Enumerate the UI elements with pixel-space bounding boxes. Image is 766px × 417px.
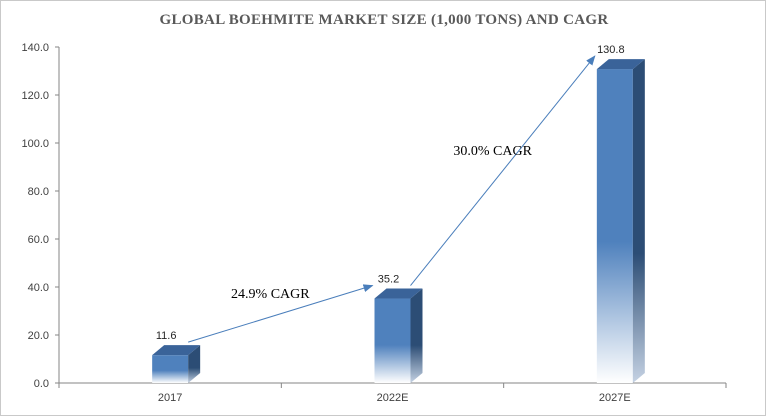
value-label: 11.6 [156,330,177,342]
y-tick-label: 100.0 [21,138,49,150]
bar-side [188,345,201,383]
y-tick-label: 40.0 [28,282,49,294]
cagr-annotations: 24.9% CAGR 30.0% CAGR [188,55,596,343]
bar-2022e [374,288,423,383]
bar-top [152,345,201,356]
y-tick-label: 140.0 [21,42,49,54]
cagr-label: 30.0% CAGR [453,144,532,159]
y-tick-label: 0.0 [34,378,49,390]
y-tick-label: 20.0 [28,330,49,342]
value-labels: 11.6 35.2 130.8 [156,44,625,342]
bar-top [374,288,423,299]
x-tick-label: 2022E [377,392,409,404]
bar-series [152,59,645,383]
bar-front [596,69,633,383]
cagr-arrow [410,55,596,286]
y-tick-label: 120.0 [21,90,49,102]
bar-side [410,288,423,383]
x-tick-label: 2017 [158,392,182,404]
bar-top [596,59,645,70]
y-tick-label: 80.0 [28,186,49,198]
y-tick-label: 60.0 [28,234,49,246]
cagr-label: 24.9% CAGR [231,287,310,302]
x-tick-label: 2027E [599,392,631,404]
value-label: 130.8 [597,44,625,56]
bar-front [374,298,411,383]
cagr-arrow [188,284,374,343]
bar-front [152,355,189,383]
bar-2017 [152,345,201,383]
bar-2027e [596,59,645,383]
chart-axes: 0.0 20.0 40.0 60.0 80.0 100.0 120.0 140.0 2017 20… [21,42,727,404]
chart-title: GLOBAL BOEHMITE MARKET SIZE (1,000 TONS)… [160,12,609,28]
value-label: 35.2 [378,274,399,286]
bar-side [632,59,645,383]
